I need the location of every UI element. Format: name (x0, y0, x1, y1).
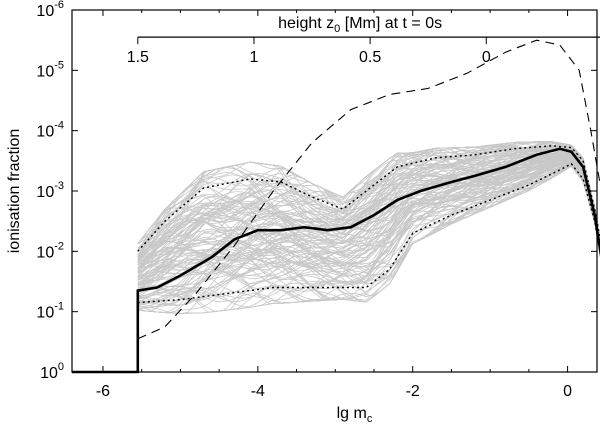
y-tick-base: 10 (36, 184, 54, 201)
individual-curve (137, 142, 600, 257)
y-tick-base: 10 (36, 244, 54, 261)
gray-curve-bundle (137, 141, 600, 314)
y-axis-title: ionisation fraction (6, 129, 23, 254)
y-tick-base: 10 (40, 365, 58, 382)
individual-curve (137, 162, 600, 303)
x-tick-label: -2 (406, 383, 420, 400)
individual-curve (137, 141, 600, 261)
height-axis-tick-label: 1.5 (127, 49, 149, 66)
height-axis-tick-label: 0.5 (359, 49, 381, 66)
y-tick-base: 10 (36, 305, 54, 322)
y-tick-base: 10 (36, 3, 54, 20)
series-line-lower-bound (137, 145, 600, 252)
x-tick-label: -6 (96, 383, 110, 400)
y-tick-base: 10 (36, 63, 54, 80)
x-axis-title-sub: c (367, 413, 373, 425)
series-line-mean (72, 147, 600, 374)
plot-frame (71, 9, 598, 373)
height-axis-tick-label: 1 (250, 49, 259, 66)
height-axis-title-sub: 0 (334, 23, 340, 35)
y-tick-exponent: -1 (54, 301, 64, 313)
height-axis-ticks: 1.5 1 0.5 0 (127, 37, 491, 66)
series-group (72, 39, 600, 374)
height-axis-title-pre: height z (278, 15, 334, 32)
height-axis-tick-label: 0 (482, 49, 491, 66)
x-tick-label: 0 (563, 383, 572, 400)
y-tick-label: 100 (40, 361, 64, 382)
y-tick-label: 10-4 (36, 120, 64, 141)
height-axis-title: height z0 [Mm] at t = 0s (278, 15, 442, 35)
y-tick-exponent: -3 (54, 180, 64, 192)
y-tick-base: 10 (36, 124, 54, 141)
x-axis-title: lg mc (337, 405, 373, 425)
y-tick-label: 10-2 (36, 240, 64, 261)
individual-curve (137, 141, 600, 263)
height-axis-title-post: [Mm] at t = 0s (340, 15, 442, 32)
y-tick-exponent: -2 (54, 240, 64, 252)
y-tick-exponent: -4 (54, 120, 64, 132)
y-tick-exponent: -6 (54, 0, 64, 11)
y-tick-exponent: -5 (54, 59, 64, 71)
y-tick-exponent: 0 (58, 361, 64, 373)
x-axis-title-main: lg m (337, 405, 367, 422)
y-tick-label: 10-5 (36, 59, 64, 80)
y-tick-label: 10-3 (36, 180, 64, 201)
height-axis: 1.5 1 0.5 0 height z0 [Mm] at t = 0s (127, 15, 600, 66)
x-tick-label: -4 (251, 383, 265, 400)
series-line-upper-bound (137, 162, 600, 304)
y-tick-label: 10-6 (36, 0, 64, 20)
individual-curve (137, 165, 600, 313)
y-tick-label: 10-1 (36, 301, 64, 322)
